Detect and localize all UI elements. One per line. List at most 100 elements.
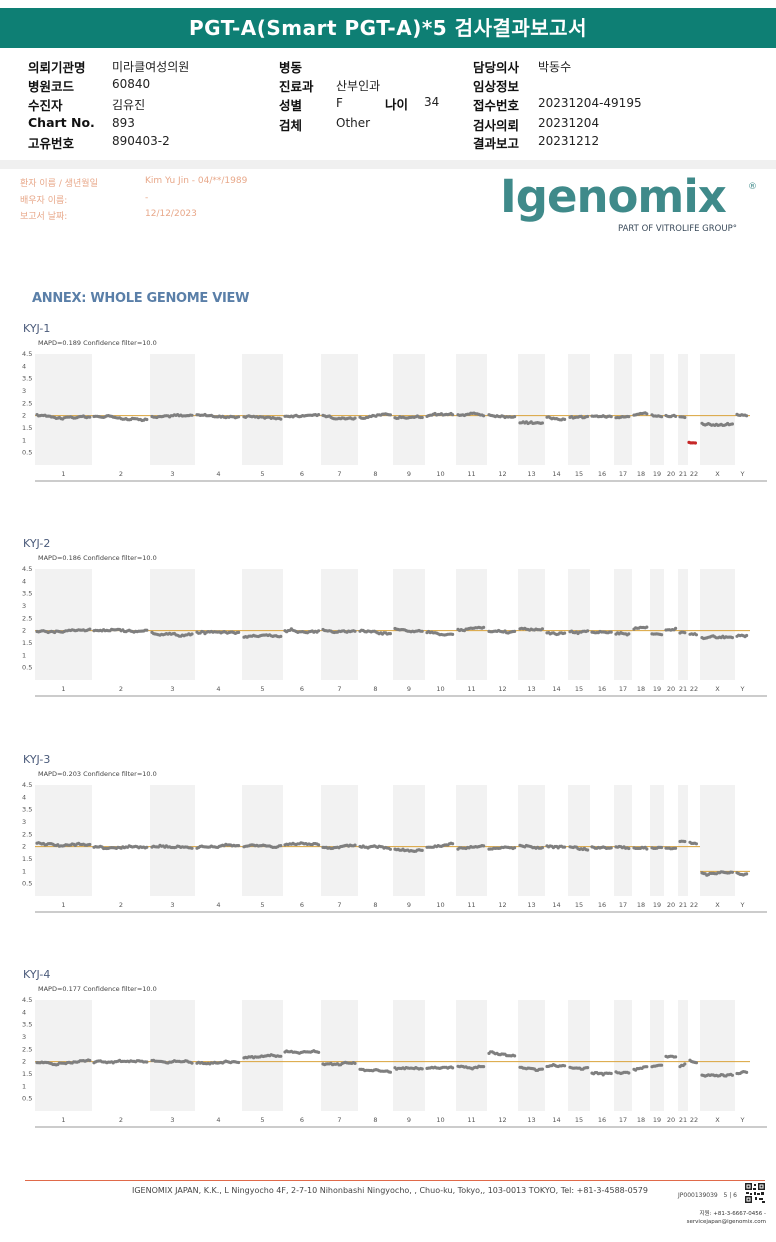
copy-number-point — [513, 629, 517, 633]
chromosome-band — [35, 569, 92, 680]
info-value: 20231204 — [538, 116, 599, 130]
plot-title: KYJ-4 — [23, 968, 51, 981]
chromosome-band — [568, 354, 590, 465]
plot-mapd: MAPD=0.177 Confidence filter=10.0 — [38, 985, 157, 993]
info-value-text: 20231212 — [538, 134, 600, 148]
section-divider — [0, 160, 776, 169]
copy-number-point — [420, 1067, 424, 1071]
meta-label-report-date: 보고서 날짜: — [20, 212, 68, 222]
chromosome-band — [700, 785, 735, 896]
x-tick-label: 5 — [260, 470, 264, 478]
info-value-text: 893 — [112, 116, 135, 130]
x-tick-label: 9 — [407, 901, 411, 909]
info-label: 고유번호 — [28, 133, 74, 152]
x-tick-label: 11 — [467, 901, 475, 909]
age-label-text: 나이 — [385, 97, 409, 112]
chromosome-band — [35, 1000, 92, 1111]
x-tick-label: 22 — [690, 901, 698, 909]
x-tick-label: Y — [740, 901, 745, 909]
chromosome-band — [321, 785, 358, 896]
info-label-text: 성별 — [279, 98, 303, 113]
info-label-text: 병원코드 — [28, 79, 75, 94]
x-tick-label: 1 — [61, 1116, 65, 1124]
copy-number-point — [388, 847, 392, 851]
copy-number-point — [645, 1065, 649, 1069]
x-tick-label: 6 — [300, 470, 304, 478]
y-tick-label: 3 — [22, 387, 26, 395]
y-tick-label: 2.5 — [22, 830, 32, 838]
x-tick-label: 18 — [637, 685, 645, 693]
info-label: 접수번호 — [473, 95, 519, 114]
x-tick-label: 12 — [498, 1116, 506, 1124]
copy-number-point — [674, 626, 678, 630]
x-tick-label: 12 — [498, 901, 506, 909]
info-label-text: 담당의사 — [473, 60, 520, 75]
copy-number-point — [627, 846, 631, 851]
info-label-text: 의뢰기관명 — [28, 60, 86, 75]
x-tick-label: 9 — [407, 685, 411, 693]
x-tick-label: 17 — [619, 685, 627, 693]
meta-value-report-date: 12/12/2023 — [145, 209, 197, 219]
x-tick-label: 10 — [436, 685, 444, 693]
chromosome-band — [150, 785, 195, 896]
copy-number-point — [730, 870, 735, 874]
info-value-text: 김유진 — [112, 98, 146, 112]
y-tick-label: 4 — [22, 793, 26, 801]
chromosome-band — [150, 354, 195, 465]
x-tick-label: 10 — [436, 901, 444, 909]
x-tick-label: 22 — [690, 685, 698, 693]
copy-number-point — [645, 412, 649, 416]
copy-number-point — [279, 1054, 283, 1058]
info-label-text: 고유번호 — [28, 136, 75, 151]
x-tick-label: 20 — [667, 1116, 675, 1124]
info-value-text: F — [336, 96, 343, 110]
igenomix-logo: Igenomix ® PART OF VITROLIFE GROUP° — [500, 172, 762, 238]
x-tick-label: 16 — [598, 901, 606, 909]
copy-number-point — [317, 413, 321, 417]
y-tick-label: 0.5 — [22, 664, 32, 672]
copy-number-point — [683, 839, 687, 844]
info-label-text: 검사의뢰 — [473, 118, 520, 133]
chromosome-band — [321, 354, 358, 465]
y-tick-label: 4.5 — [22, 350, 32, 358]
plot-title: KYJ-2 — [23, 537, 51, 550]
copy-number-point — [660, 415, 664, 419]
x-tick-label: 17 — [619, 470, 627, 478]
x-tick-label: X — [715, 901, 720, 909]
copy-number-point — [627, 1071, 631, 1075]
info-value: 60840 — [112, 77, 150, 91]
copy-number-point — [451, 842, 455, 846]
x-tick-label: 6 — [300, 1116, 304, 1124]
copy-number-point — [645, 625, 649, 629]
x-tick-label: 12 — [498, 470, 506, 478]
x-tick-label: 21 — [679, 901, 687, 909]
logo-wordmark: Igenomix — [500, 170, 727, 223]
y-tick-label: 0.5 — [22, 449, 32, 457]
chromosome-band — [456, 354, 487, 465]
x-tick-label: 1 — [61, 901, 65, 909]
x-tick-label: 14 — [552, 470, 560, 478]
x-tick-label: 17 — [619, 901, 627, 909]
copy-number-point — [353, 416, 357, 420]
x-tick-label: 19 — [653, 470, 661, 478]
x-tick-label: 22 — [690, 470, 698, 478]
x-tick-label: 16 — [598, 1116, 606, 1124]
copy-number-point — [88, 627, 92, 631]
info-label-text: 수진자 — [28, 98, 63, 113]
copy-number-point — [353, 1061, 357, 1065]
x-tick-label: 20 — [667, 901, 675, 909]
copy-number-point — [745, 633, 749, 638]
x-tick-label: 21 — [679, 470, 687, 478]
y-tick-label: 3.5 — [22, 1021, 32, 1029]
copy-number-point — [586, 848, 590, 852]
copy-number-point — [745, 1070, 749, 1074]
y-tick-label: 3 — [22, 818, 26, 826]
info-value: 박동수 — [538, 58, 571, 75]
footer-address: IGENOMIX JAPAN, K.K., L Ningyocho 4F, 2-… — [131, 1186, 648, 1195]
x-tick-label: 2 — [119, 685, 123, 693]
info-label-text: 접수번호 — [473, 98, 520, 113]
age-value-text: 34 — [424, 95, 440, 109]
info-label: 수진자 — [28, 95, 63, 114]
info-label: 병원코드 — [28, 76, 74, 95]
info-value-text: 미라클여성의원 — [112, 60, 190, 74]
